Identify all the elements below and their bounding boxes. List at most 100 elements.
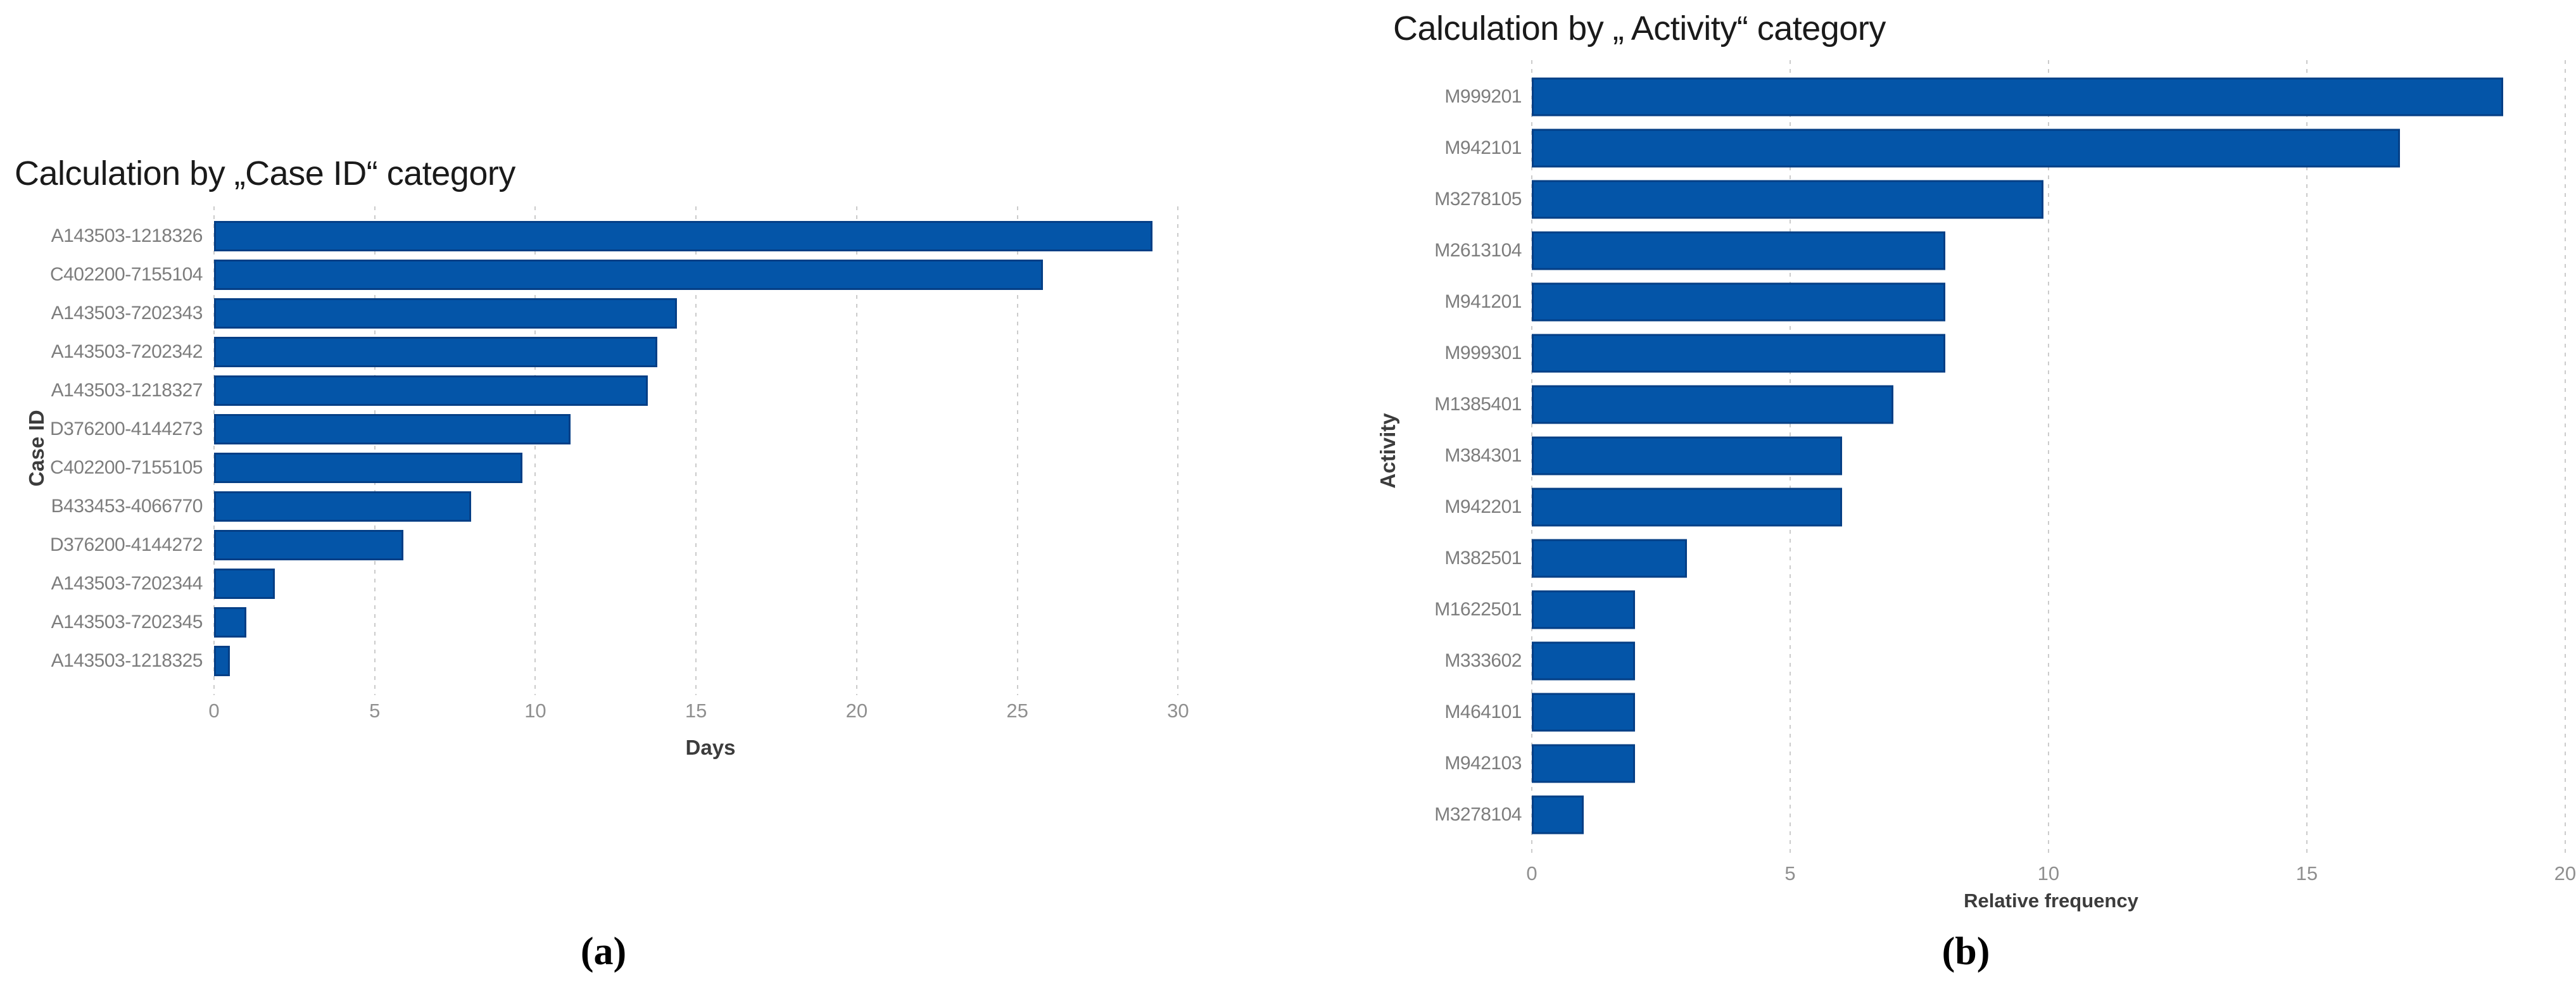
bar-row: C402200-7155105 [0, 448, 1207, 487]
category-label: M941201 [1444, 291, 1522, 312]
bar [1532, 795, 1584, 834]
x-tick-label: 10 [2037, 862, 2060, 884]
x-axis-title: Days [685, 736, 736, 759]
bar-track [214, 294, 1207, 332]
x-tick-label: 20 [2554, 862, 2576, 884]
bar [1532, 231, 1945, 270]
bar-row: A143503-7202345 [0, 603, 1207, 641]
bar-row: A143503-1218325 [0, 641, 1207, 680]
category-label: M999201 [1444, 85, 1522, 107]
bar-row: M3278104 [1361, 789, 2570, 840]
bar-track [214, 217, 1207, 255]
bar-track [1532, 584, 2570, 635]
gridline [534, 206, 536, 695]
bar-row: M942103 [1361, 738, 2570, 789]
bar [214, 452, 523, 483]
category-label: M942201 [1444, 496, 1522, 517]
chart-title: Calculation by „Case ID“ category [15, 154, 515, 192]
bar [1532, 744, 1636, 783]
bar-row: A143503-7202344 [0, 564, 1207, 603]
bar-track [214, 371, 1207, 410]
category-label: M942101 [1444, 137, 1522, 158]
bar-rows: A143503-1218326 C402200-7155104 A143503-72… [0, 217, 1207, 680]
bar-row: M999201 [1361, 71, 2570, 122]
bar [214, 607, 246, 638]
bar-track [214, 641, 1207, 680]
category-label: C402200-7155105 [49, 456, 203, 478]
bar-track [1532, 71, 2570, 122]
gridline [695, 206, 697, 695]
gridline [1016, 206, 1018, 695]
category-label: B433453-4066770 [51, 495, 203, 517]
x-tick-label: 5 [369, 700, 381, 722]
bar-row: M941201 [1361, 276, 2570, 327]
category-label: M384301 [1444, 444, 1522, 466]
bar-row: M384301 [1361, 430, 2570, 481]
bar-row: M464101 [1361, 686, 2570, 738]
bar [214, 413, 571, 444]
bar [214, 298, 677, 329]
bar-row: M1385401 [1361, 379, 2570, 430]
bar-track [1532, 173, 2570, 225]
category-label: M382501 [1444, 547, 1522, 569]
x-tick-label: 10 [524, 700, 546, 722]
bar-row: M382501 [1361, 532, 2570, 584]
bar [1532, 488, 1842, 526]
bar-track [214, 448, 1207, 487]
category-label: M942103 [1444, 752, 1522, 774]
bar-track [1532, 430, 2570, 481]
category-label: M2613104 [1434, 239, 1522, 261]
gridline [2306, 60, 2308, 855]
bar [1532, 77, 2503, 116]
bar [1532, 641, 1636, 680]
category-label: M464101 [1444, 701, 1522, 722]
bar-row: M999301 [1361, 327, 2570, 379]
category-label: M999301 [1444, 342, 1522, 363]
x-tick-label: 20 [845, 700, 868, 722]
bar-track [214, 332, 1207, 371]
bar-track [1532, 635, 2570, 686]
bar [1532, 180, 2043, 218]
bar-row: A143503-7202343 [0, 294, 1207, 332]
bar-track [1532, 789, 2570, 840]
bar [214, 259, 1044, 290]
bar [214, 220, 1152, 251]
bar-track [214, 525, 1207, 564]
gridline [2047, 60, 2049, 855]
bar-row: B433453-4066770 [0, 487, 1207, 525]
category-label: D376200-4144272 [49, 534, 203, 555]
bar-row: M942201 [1361, 481, 2570, 532]
gridline [2564, 60, 2566, 855]
category-label: M1622501 [1434, 598, 1522, 620]
chart-title: Calculation by „ Activity“ category [1393, 9, 1886, 47]
gridline [213, 206, 215, 695]
x-tick-label: 5 [1784, 862, 1796, 884]
category-label: M333602 [1444, 650, 1522, 671]
bar-row: A143503-7202342 [0, 332, 1207, 371]
bar-track [1532, 379, 2570, 430]
bar-row: D376200-4144273 [0, 410, 1207, 448]
bar [1532, 693, 1636, 731]
bar-row: M333602 [1361, 635, 2570, 686]
subfigure-caption-a: (a) [580, 930, 627, 973]
category-label: M1385401 [1434, 393, 1522, 415]
bar [1532, 385, 1894, 424]
x-tick-label: 0 [1526, 862, 1537, 884]
bar [1532, 436, 1842, 475]
category-label: A143503-7202345 [51, 611, 203, 632]
bar [1532, 129, 2400, 167]
bar-row: M1622501 [1361, 584, 2570, 635]
bar-row: M2613104 [1361, 225, 2570, 276]
bar-track [214, 410, 1207, 448]
bar [214, 568, 275, 599]
bar [1532, 539, 1687, 577]
chart-panel-case-id: Calculation by „Case ID“ category Case I… [0, 0, 1257, 994]
bar-row: D376200-4144272 [0, 525, 1207, 564]
category-label: C402200-7155104 [49, 263, 203, 285]
x-tick-label: 30 [1167, 700, 1189, 722]
bar-track [1532, 481, 2570, 532]
x-tick-label: 15 [685, 700, 707, 722]
bar-track [214, 487, 1207, 525]
bar-row: A143503-1218327 [0, 371, 1207, 410]
